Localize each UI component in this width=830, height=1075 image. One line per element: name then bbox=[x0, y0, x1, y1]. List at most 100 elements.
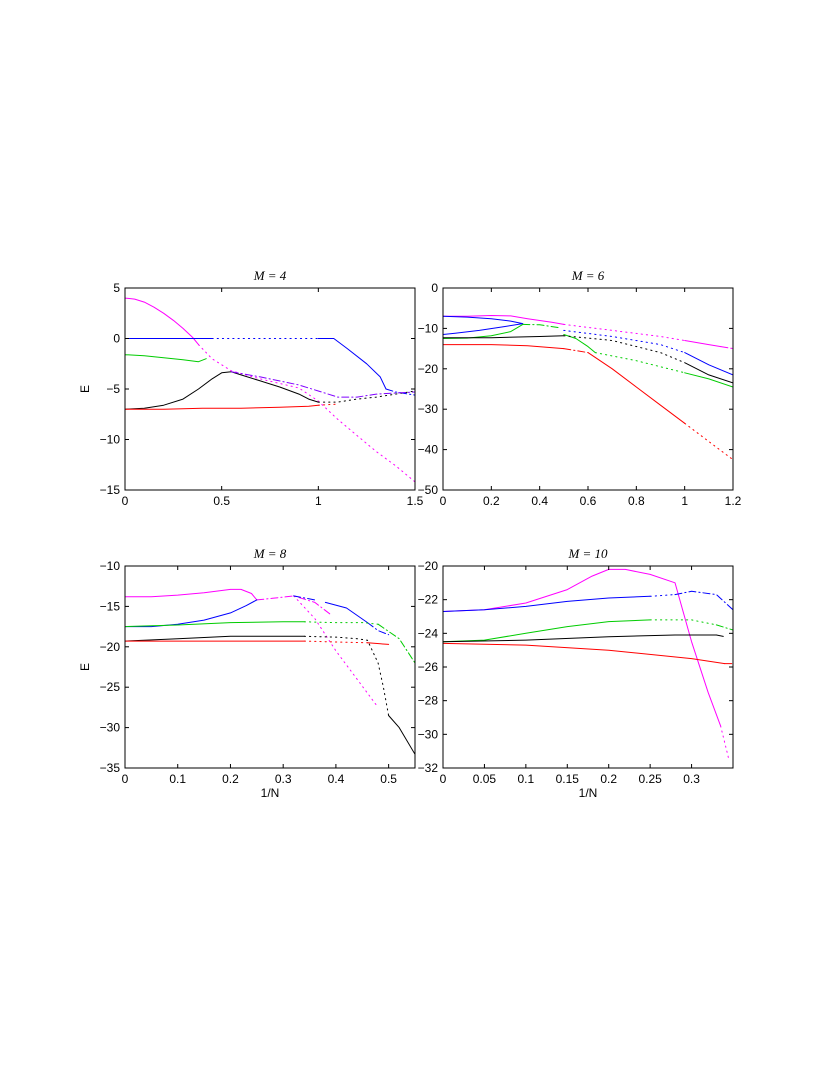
series-1-segment-1 bbox=[125, 588, 258, 601]
y-axis-label: E bbox=[78, 663, 92, 671]
series-5-segment-4 bbox=[684, 422, 733, 461]
x-tick-label: 0.3 bbox=[683, 772, 700, 786]
series-2-segment-3 bbox=[684, 352, 733, 376]
x-tick-label: 0.2 bbox=[483, 494, 500, 508]
y-tick-label: −30 bbox=[100, 721, 121, 735]
series-4-segment-1 bbox=[443, 335, 565, 339]
series-3-segment-1 bbox=[443, 323, 524, 339]
y-tick-label: −24 bbox=[418, 626, 439, 640]
x-tick-label: 0.8 bbox=[628, 494, 645, 508]
series-1-segment-2 bbox=[720, 725, 730, 761]
series-1-segment-2 bbox=[198, 344, 415, 483]
series-4-segment-2 bbox=[317, 390, 415, 403]
series-2-segment-3 bbox=[317, 338, 387, 390]
series-4-segment-2 bbox=[563, 335, 686, 364]
series-3-segment-2 bbox=[303, 621, 379, 625]
y-tick-label: −26 bbox=[418, 660, 439, 674]
series-1-segment-1 bbox=[443, 568, 722, 727]
y-tick-label: −5 bbox=[106, 382, 120, 396]
y-tick-label: −20 bbox=[418, 559, 439, 573]
y-tick-label: −20 bbox=[100, 640, 121, 654]
series-3-segment-5 bbox=[684, 372, 733, 388]
series-5-segment-3 bbox=[367, 642, 390, 645]
plot-frame bbox=[124, 287, 416, 491]
series-4-segment-1 bbox=[443, 634, 717, 643]
series-3-segment-2 bbox=[649, 619, 717, 626]
y-tick-label: −32 bbox=[418, 761, 439, 775]
series-1-segment-4 bbox=[720, 346, 733, 350]
x-tick-label: 0 bbox=[122, 772, 129, 786]
x-tick-label: 0 bbox=[440, 494, 447, 508]
y-tick-label: −10 bbox=[418, 321, 439, 335]
series-1-segment-1 bbox=[125, 297, 199, 346]
series-4-segment-1 bbox=[125, 635, 305, 642]
y-tick-label: 0 bbox=[431, 281, 438, 295]
x-tick-label: 0.5 bbox=[213, 494, 230, 508]
series-4-segment-3 bbox=[388, 715, 415, 755]
series-group bbox=[443, 568, 733, 761]
series-3-segment-1 bbox=[125, 621, 305, 628]
series-4-segment-1 bbox=[125, 371, 319, 410]
series-6-segment-2 bbox=[317, 403, 339, 406]
series-2-segment-3 bbox=[674, 590, 733, 611]
y-tick-label: −35 bbox=[100, 761, 121, 775]
series-5-segment-2 bbox=[563, 348, 589, 354]
x-tick-label: 0.6 bbox=[580, 494, 597, 508]
series-2-segment-4 bbox=[385, 388, 415, 396]
x-tick-label: 0.2 bbox=[600, 772, 617, 786]
panel-1: 0 0.5 1 1.5 −15 −10 −5 0 5 M = 4 E bbox=[78, 268, 424, 508]
panel-title: M = 6 bbox=[571, 268, 605, 283]
y-tick-label: −28 bbox=[418, 694, 439, 708]
plot-frame bbox=[124, 565, 416, 769]
series-5-segment-3 bbox=[587, 352, 686, 424]
series-2-segment-1 bbox=[125, 599, 258, 628]
panel-title: M = 4 bbox=[253, 268, 287, 283]
panel-3: 0 0.1 0.2 0.3 0.4 0.5 −35 −30 −25 −20 −15 −10 M = 8 1… bbox=[78, 546, 416, 800]
series-4-segment-2 bbox=[303, 635, 390, 716]
y-tick-label: −25 bbox=[100, 680, 121, 694]
y-tick-label: 5 bbox=[113, 281, 120, 295]
series-5-segment-1 bbox=[443, 642, 726, 665]
y-tick-label: −10 bbox=[100, 559, 121, 573]
x-tick-label: 0.1 bbox=[169, 772, 186, 786]
series-5-segment-1 bbox=[443, 344, 565, 350]
x-tick-label: 0.25 bbox=[638, 772, 662, 786]
series-1-segment-2 bbox=[256, 595, 332, 615]
y-tick-label: −10 bbox=[100, 433, 121, 447]
series-1-segment-3 bbox=[684, 340, 722, 348]
panel-title: M = 10 bbox=[567, 546, 608, 561]
x-tick-label: 0.4 bbox=[328, 772, 345, 786]
y-tick-label: −15 bbox=[100, 483, 121, 497]
series-4-segment-2 bbox=[715, 634, 726, 638]
x-tick-label: 0.4 bbox=[531, 494, 548, 508]
series-5-segment-2 bbox=[303, 640, 368, 644]
x-tick-label: 1 bbox=[315, 494, 322, 508]
x-axis-label: 1/N bbox=[579, 786, 598, 800]
series-group bbox=[125, 588, 415, 755]
series-3-segment-3 bbox=[377, 623, 415, 664]
series-2-segment-2 bbox=[293, 595, 316, 601]
series-3-segment-3 bbox=[715, 624, 733, 631]
plot-frame bbox=[442, 565, 734, 769]
x-axis-label: 1/N bbox=[261, 786, 280, 800]
panel-2: 0 0.2 0.4 0.6 0.8 1 1.2 −50 −40 −30 −20 −10 0 M = 6 bbox=[418, 268, 742, 508]
x-tick-label: 1.5 bbox=[407, 494, 424, 508]
y-tick-label: −22 bbox=[418, 593, 439, 607]
series-1-segment-2 bbox=[563, 323, 686, 341]
series-3-segment-1 bbox=[443, 619, 651, 643]
series-2-segment-2 bbox=[563, 329, 686, 354]
panel-title: M = 8 bbox=[253, 546, 287, 561]
y-axis-label: E bbox=[78, 385, 92, 393]
series-2-segment-1 bbox=[443, 315, 524, 335]
series-4-segment-3 bbox=[684, 362, 733, 384]
x-tick-label: 0 bbox=[122, 494, 129, 508]
x-tick-label: 0.5 bbox=[380, 772, 397, 786]
y-tick-label: −15 bbox=[100, 599, 121, 613]
y-tick-label: −30 bbox=[418, 402, 439, 416]
x-tick-label: 0.05 bbox=[473, 772, 497, 786]
y-tick-label: −50 bbox=[418, 483, 439, 497]
series-group bbox=[125, 297, 415, 483]
series-5-segment-1 bbox=[230, 371, 415, 398]
x-tick-label: 0.1 bbox=[518, 772, 535, 786]
